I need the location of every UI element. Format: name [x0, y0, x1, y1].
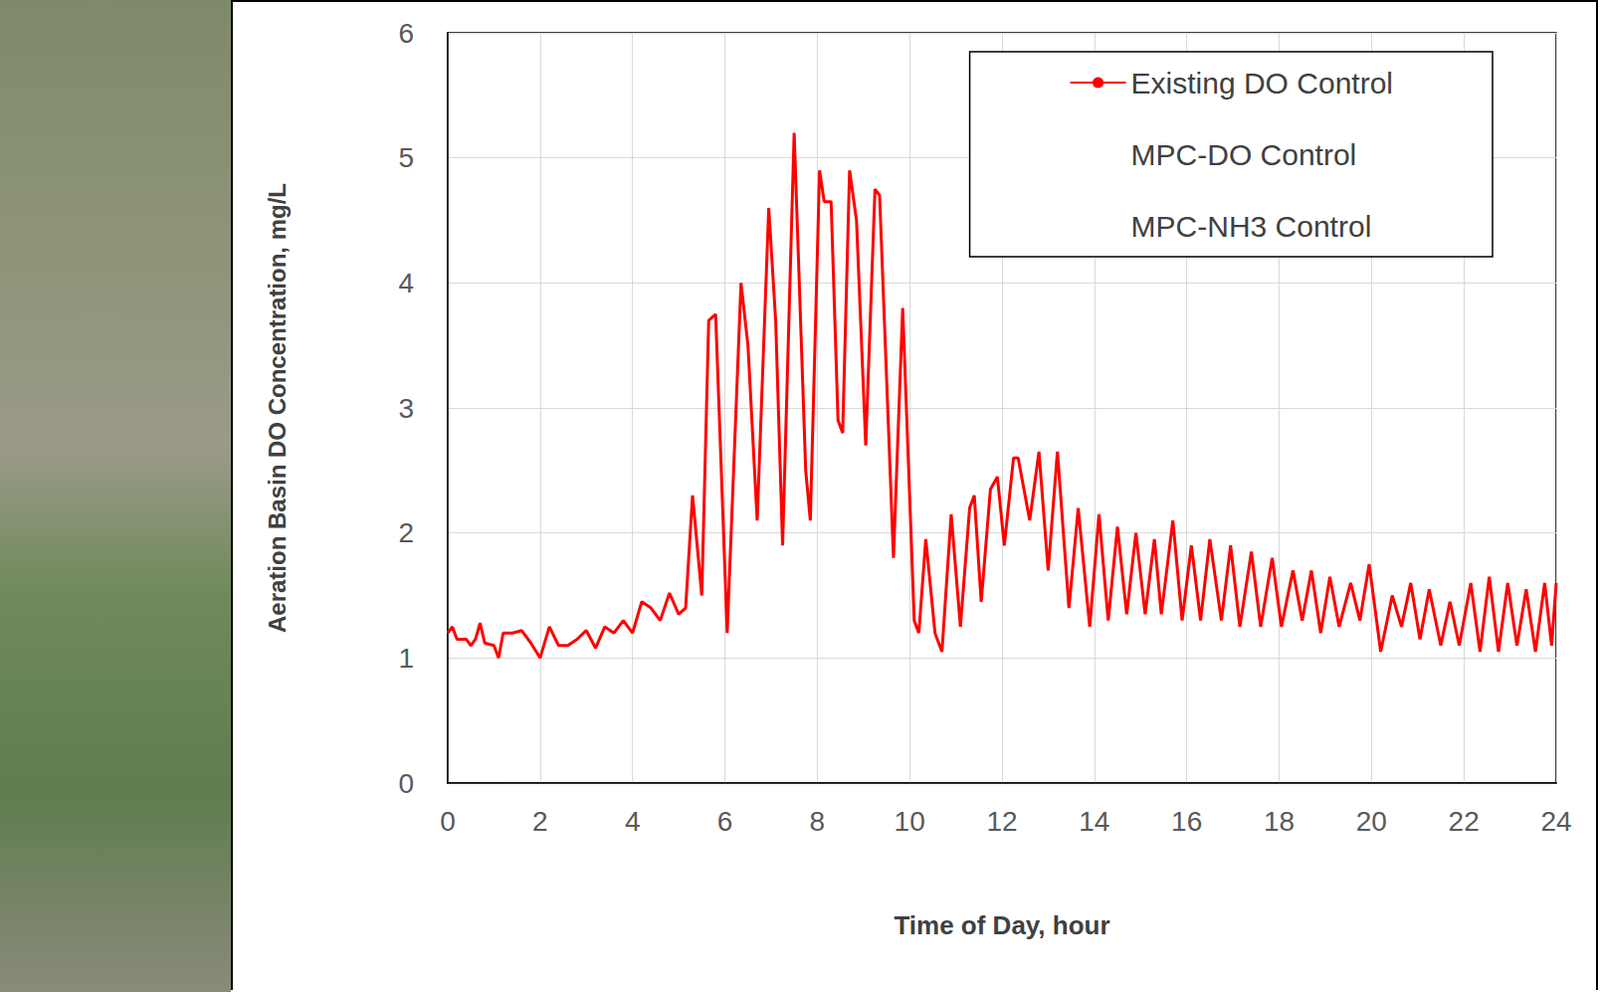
svg-text:MPC-NH3 Control: MPC-NH3 Control: [1131, 209, 1373, 243]
svg-text:Time of Day, hour: Time of Day, hour: [893, 910, 1110, 941]
svg-text:0: 0: [439, 805, 456, 837]
svg-text:16: 16: [1171, 805, 1202, 837]
svg-text:6: 6: [398, 17, 414, 49]
svg-text:MPC-DO Control: MPC-DO Control: [1131, 138, 1358, 172]
svg-text:12: 12: [986, 805, 1017, 837]
svg-text:2: 2: [532, 805, 549, 837]
svg-text:1: 1: [398, 642, 414, 674]
svg-text:6: 6: [717, 805, 734, 837]
svg-text:Existing DO Control: Existing DO Control: [1131, 66, 1394, 100]
svg-text:4: 4: [624, 805, 641, 837]
svg-text:18: 18: [1263, 805, 1295, 837]
svg-text:3: 3: [398, 393, 414, 424]
svg-text:2: 2: [398, 517, 414, 549]
svg-text:10: 10: [894, 805, 926, 837]
svg-text:14: 14: [1078, 805, 1110, 837]
svg-text:Aeration Basin DO Concentratio: Aeration Basin DO Concentration, mg/L: [263, 183, 291, 633]
svg-text:22: 22: [1448, 805, 1480, 837]
svg-text:0: 0: [398, 768, 414, 800]
svg-text:8: 8: [809, 805, 826, 837]
svg-text:24: 24: [1540, 805, 1572, 837]
svg-text:4: 4: [398, 267, 414, 299]
svg-text:5: 5: [398, 142, 414, 174]
svg-text:20: 20: [1356, 805, 1388, 837]
